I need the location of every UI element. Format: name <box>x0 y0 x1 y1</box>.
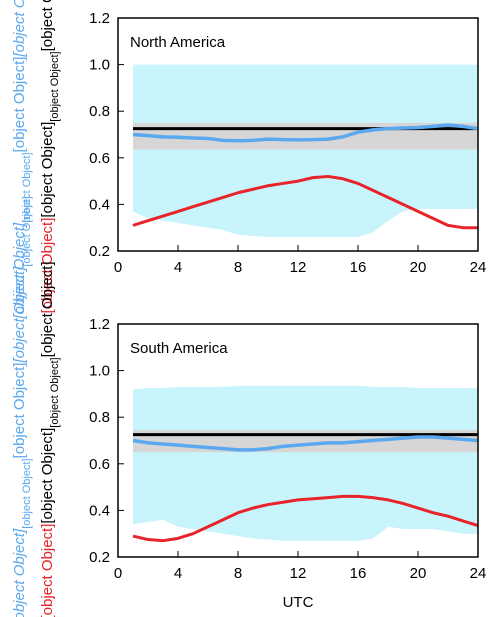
series-line <box>132 123 479 143</box>
panel-title: North America <box>130 34 226 51</box>
y-axis-label-part: [object Object] <box>39 262 56 358</box>
x-tick-label: 0 <box>114 259 122 276</box>
x-tick-label: 0 <box>114 565 122 582</box>
y-tick-label: 0.2 <box>89 243 110 260</box>
x-tick-label: 8 <box>234 259 242 276</box>
y-tick-label: 0.6 <box>89 150 110 167</box>
y-axis-label-part: [object Object] <box>11 528 28 617</box>
x-tick-label: 16 <box>350 565 367 582</box>
x-axis-label: UTC <box>283 594 314 611</box>
y-tick-label: 1.0 <box>89 57 110 74</box>
panel: 0.2 0.4 0.6 0.8 1.0 1.2 0 4 8 12 16 20 24 North Ameri… <box>11 0 486 320</box>
x-tick-label: 16 <box>350 259 367 276</box>
y-axis-label: [object Object][object Object][object Ob… <box>39 0 61 314</box>
y-tick-label: 0.4 <box>89 502 110 519</box>
series-line <box>132 435 479 452</box>
y-tick-label: 0.8 <box>89 409 110 426</box>
y-axis-label-part: [object Object] <box>11 363 28 459</box>
y-axis-label-part: [object Object] <box>11 266 28 364</box>
y-axis-label-part: [object Object] <box>11 222 28 320</box>
y-axis-label-part: [object Object] <box>49 357 61 427</box>
y-tick-label: 1.2 <box>89 316 110 333</box>
y-tick-label: 0.4 <box>89 196 110 213</box>
x-tick-label: 12 <box>290 259 307 276</box>
panel: 0.2 0.4 0.6 0.8 1.0 1.2 0 4 8 12 16 20 24 South Ameri… <box>11 196 486 617</box>
x-tick-label: 20 <box>410 259 427 276</box>
y-axis-label-part: [object Object] <box>39 218 56 314</box>
y-tick-label: 1.2 <box>89 10 110 27</box>
y-axis-label-part: [object Object] <box>39 524 56 617</box>
y-axis-label-part: [object Object] <box>11 0 28 58</box>
panel-title: South America <box>130 340 228 357</box>
y-axis-label-part: [object Object] <box>49 51 61 121</box>
x-tick-label: 24 <box>470 565 487 582</box>
y-tick-label: 0.2 <box>89 549 110 566</box>
y-axis-label-part: [object Object] <box>21 152 33 222</box>
x-tick-label: 20 <box>410 565 427 582</box>
y-tick-label: 0.8 <box>89 103 110 120</box>
y-tick-label: 0.6 <box>89 456 110 473</box>
x-tick-label: 12 <box>290 565 307 582</box>
y-axis-label-part: [object Object] <box>39 122 56 218</box>
y-axis-label: [object Object][object Object][object Ob… <box>11 0 33 320</box>
x-tick-label: 4 <box>174 259 182 276</box>
y-axis-label-part: [object Object] <box>21 458 33 528</box>
series-line <box>132 174 478 230</box>
range-band <box>133 64 478 238</box>
y-axis-label-part: [object Object] <box>39 0 56 51</box>
y-tick-label: 1.0 <box>89 363 110 380</box>
x-tick-label: 4 <box>174 565 182 582</box>
y-axis-label-part: [object Object] <box>11 57 28 153</box>
x-tick-label: 24 <box>470 259 487 276</box>
y-axis-label: [object Object][object Object][object Ob… <box>39 262 61 617</box>
y-axis-label-part: [object Object] <box>39 428 56 524</box>
x-tick-label: 8 <box>234 565 242 582</box>
y-axis-label: [object Object][object Object][object Ob… <box>11 196 33 617</box>
y-axis-label-part: [object Object] <box>21 196 33 266</box>
series-line <box>132 494 479 543</box>
range-band <box>133 385 478 541</box>
